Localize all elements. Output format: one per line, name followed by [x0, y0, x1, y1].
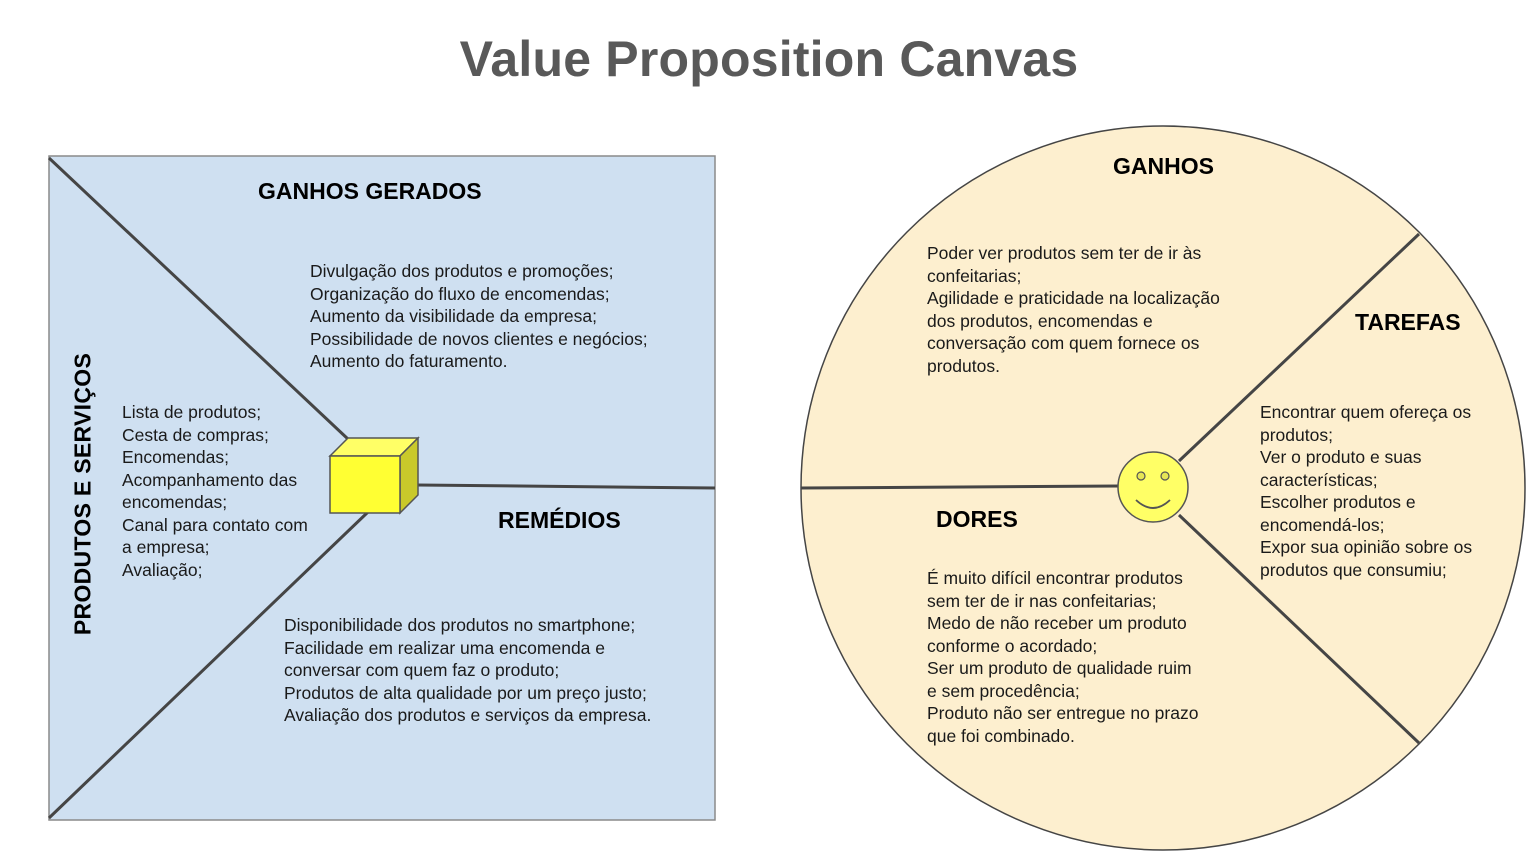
jobs-list: Encontrar quem ofereça os produtos; Ver …: [1260, 401, 1472, 581]
list-item: Produtos de alta qualidade por um preço …: [284, 682, 647, 703]
value-map-divider-lower: [47, 510, 370, 820]
products-services-heading: PRODUTOS E SERVIÇOS: [69, 352, 96, 636]
list-item: características;: [1260, 469, 1378, 490]
list-item: Medo de não receber um produto: [927, 613, 1187, 633]
list-item: conforme o acordado;: [927, 635, 1098, 656]
list-item: dos produtos, encomendas e: [927, 310, 1153, 331]
list-item: Agilidade e praticidade na localização: [927, 288, 1220, 308]
products-services-list: Lista de produtos; Cesta de compras; Enc…: [122, 401, 308, 581]
list-item: Aumento da visibilidade da empresa;: [310, 306, 597, 326]
customer-divider-upper: [1177, 232, 1421, 463]
list-item: confeitarias;: [927, 265, 1022, 286]
list-item: a empresa;: [122, 537, 210, 557]
customer-divider-left: [800, 484, 1120, 490]
list-item: produtos;: [1260, 424, 1333, 445]
value-map-divider-upper: [47, 156, 351, 442]
smiley-face-icon: [1117, 451, 1189, 523]
list-item: conversação com quem fornece os: [927, 333, 1200, 353]
list-item: e sem procedência;: [927, 680, 1080, 701]
page-title: Value Proposition Canvas: [459, 31, 1079, 87]
list-item: Acompanhamento das: [122, 469, 298, 490]
list-item: Organização do fluxo de encomendas;: [310, 283, 610, 304]
list-item: Encontrar quem ofereça os: [1260, 402, 1472, 422]
gains-creators-heading: GANHOS GERADOS: [258, 178, 482, 204]
gains-heading: GANHOS: [1113, 153, 1214, 179]
list-item: Possibilidade de novos clientes e negóci…: [310, 328, 648, 349]
cube-icon: [328, 436, 420, 515]
list-item: Aumento do faturamento.: [310, 351, 508, 371]
jobs-heading: TAREFAS: [1355, 309, 1461, 335]
value-map-divider-right: [416, 483, 716, 490]
list-item: que foi combinado.: [927, 725, 1075, 746]
list-item: encomendas;: [122, 492, 228, 512]
list-item: Disponibilidade dos produtos no smartpho…: [284, 615, 636, 635]
list-item: Expor sua opinião sobre os: [1260, 537, 1473, 557]
list-item: Avaliação;: [122, 559, 203, 580]
list-item: Divulgação dos produtos e promoções;: [310, 261, 614, 281]
list-item: sem ter de ir nas confeitarias;: [927, 590, 1157, 611]
list-item: Cesta de compras;: [122, 424, 269, 445]
list-item: encomendá-los;: [1260, 514, 1385, 535]
list-item: Ser um produto de qualidade ruim: [927, 658, 1192, 678]
list-item: conversar com quem faz o produto;: [284, 660, 560, 680]
gains-list: Poder ver produtos sem ter de ir às conf…: [927, 242, 1220, 377]
customer-divider-lower: [1177, 513, 1421, 745]
list-item: Escolher produtos e: [1260, 492, 1416, 512]
list-item: Encomendas;: [122, 447, 230, 467]
pains-list: É muito difícil encontrar produtos sem t…: [927, 567, 1198, 747]
pains-heading: DORES: [936, 506, 1018, 532]
list-item: Produto não ser entregue no prazo: [927, 703, 1199, 723]
list-item: Avaliação dos produtos e serviços da emp…: [284, 705, 652, 725]
list-item: produtos.: [927, 355, 1000, 376]
list-item: Lista de produtos;: [122, 402, 262, 422]
list-item: Facilidade em realizar uma encomenda e: [284, 637, 605, 658]
list-item: Ver o produto e suas: [1260, 447, 1422, 467]
list-item: produtos que consumiu;: [1260, 559, 1447, 580]
list-item: Canal para contato com: [122, 514, 308, 535]
gains-creators-list: Divulgação dos produtos e promoções; Org…: [310, 260, 648, 373]
list-item: Poder ver produtos sem ter de ir às: [927, 243, 1202, 263]
list-item: É muito difícil encontrar produtos: [927, 568, 1183, 588]
pain-relievers-list: Disponibilidade dos produtos no smartpho…: [284, 614, 651, 727]
pain-relievers-heading: REMÉDIOS: [498, 507, 621, 533]
